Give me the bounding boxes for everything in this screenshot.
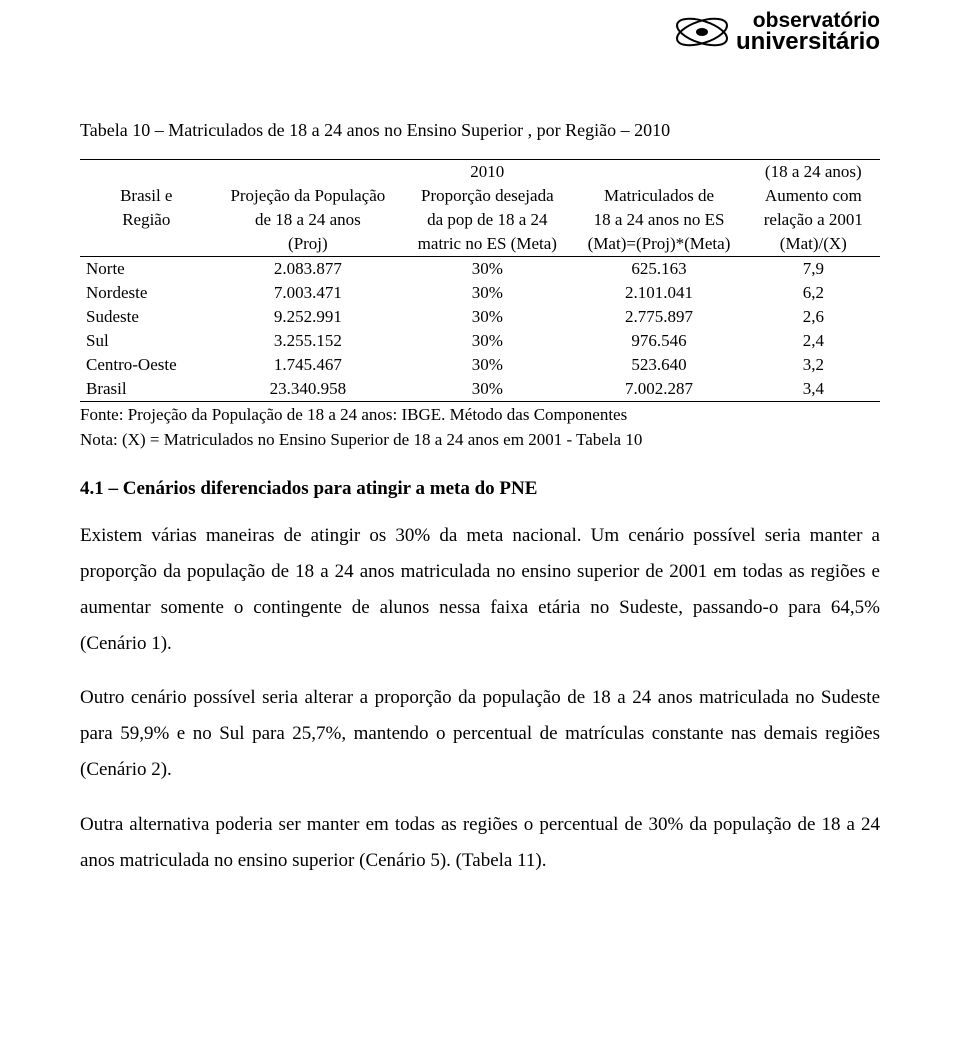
cell-proj: 1.745.467 (213, 353, 404, 377)
cell-aug: 2,6 (747, 305, 880, 329)
cell-prop: 30% (403, 281, 571, 305)
paragraph-1: Existem várias maneiras de atingir os 30… (80, 518, 880, 662)
cell-region: Centro-Oeste (80, 353, 213, 377)
th-2010: 2010 (403, 160, 571, 185)
logo: observatório universitário (674, 10, 880, 54)
th-blank (80, 232, 213, 257)
cell-prop: 30% (403, 377, 571, 402)
th-mat3: (Mat)=(Proj)*(Meta) (571, 232, 746, 257)
table-row: Sudeste9.252.99130%2.775.8972,6 (80, 305, 880, 329)
th-proj3: (Proj) (213, 232, 404, 257)
paragraph-2: Outro cenário possível seria alterar a p… (80, 680, 880, 788)
cell-proj: 7.003.471 (213, 281, 404, 305)
cell-proj: 2.083.877 (213, 257, 404, 282)
cell-mat: 523.640 (571, 353, 746, 377)
cell-proj: 9.252.991 (213, 305, 404, 329)
table-row: Nordeste7.003.47130%2.101.0416,2 (80, 281, 880, 305)
table-row: Norte2.083.87730%625.1637,9 (80, 257, 880, 282)
th-mat2: 18 a 24 anos no ES (571, 208, 746, 232)
cell-proj: 3.255.152 (213, 329, 404, 353)
th-proj2: de 18 a 24 anos (213, 208, 404, 232)
table-source: Fonte: Projeção da População de 18 a 24 … (80, 404, 880, 427)
cell-region: Nordeste (80, 281, 213, 305)
logo-icon (674, 10, 730, 54)
table-row: Centro-Oeste1.745.46730%523.6403,2 (80, 353, 880, 377)
table-title: Tabela 10 – Matriculados de 18 a 24 anos… (80, 120, 880, 141)
th-region1: Brasil e (80, 184, 213, 208)
cell-prop: 30% (403, 257, 571, 282)
th-prop2: da pop de 18 a 24 (403, 208, 571, 232)
th-age: (18 a 24 anos) (747, 160, 880, 185)
table-row: Brasil23.340.95830%7.002.2873,4 (80, 377, 880, 402)
table-row: Sul3.255.15230%976.5462,4 (80, 329, 880, 353)
table-note: Nota: (X) = Matriculados no Ensino Super… (80, 429, 880, 452)
cell-aug: 7,9 (747, 257, 880, 282)
th-aug1: Aumento com (747, 184, 880, 208)
cell-aug: 3,2 (747, 353, 880, 377)
th-mat1: Matriculados de (571, 184, 746, 208)
th-blank (213, 160, 404, 185)
cell-mat: 2.101.041 (571, 281, 746, 305)
logo-line2: universitário (736, 31, 880, 54)
th-blank (80, 160, 213, 185)
paragraph-3: Outra alternativa poderia ser manter em … (80, 807, 880, 879)
cell-prop: 30% (403, 329, 571, 353)
th-aug2: relação a 2001 (747, 208, 880, 232)
cell-aug: 3,4 (747, 377, 880, 402)
cell-region: Brasil (80, 377, 213, 402)
cell-mat: 7.002.287 (571, 377, 746, 402)
cell-prop: 30% (403, 305, 571, 329)
th-prop3: matric no ES (Meta) (403, 232, 571, 257)
logo-text: observatório universitário (736, 11, 880, 54)
cell-mat: 2.775.897 (571, 305, 746, 329)
section-heading: 4.1 – Cenários diferenciados para atingi… (80, 478, 880, 500)
cell-region: Sul (80, 329, 213, 353)
data-table: 2010 (18 a 24 anos) Brasil e Projeção da… (80, 159, 880, 402)
cell-prop: 30% (403, 353, 571, 377)
cell-proj: 23.340.958 (213, 377, 404, 402)
th-prop1: Proporção desejada (403, 184, 571, 208)
th-proj1: Projeção da População (213, 184, 404, 208)
th-aug3: (Mat)/(X) (747, 232, 880, 257)
cell-region: Sudeste (80, 305, 213, 329)
cell-mat: 625.163 (571, 257, 746, 282)
cell-mat: 976.546 (571, 329, 746, 353)
th-region2: Região (80, 208, 213, 232)
cell-region: Norte (80, 257, 213, 282)
cell-aug: 2,4 (747, 329, 880, 353)
cell-aug: 6,2 (747, 281, 880, 305)
th-blank (571, 160, 746, 185)
